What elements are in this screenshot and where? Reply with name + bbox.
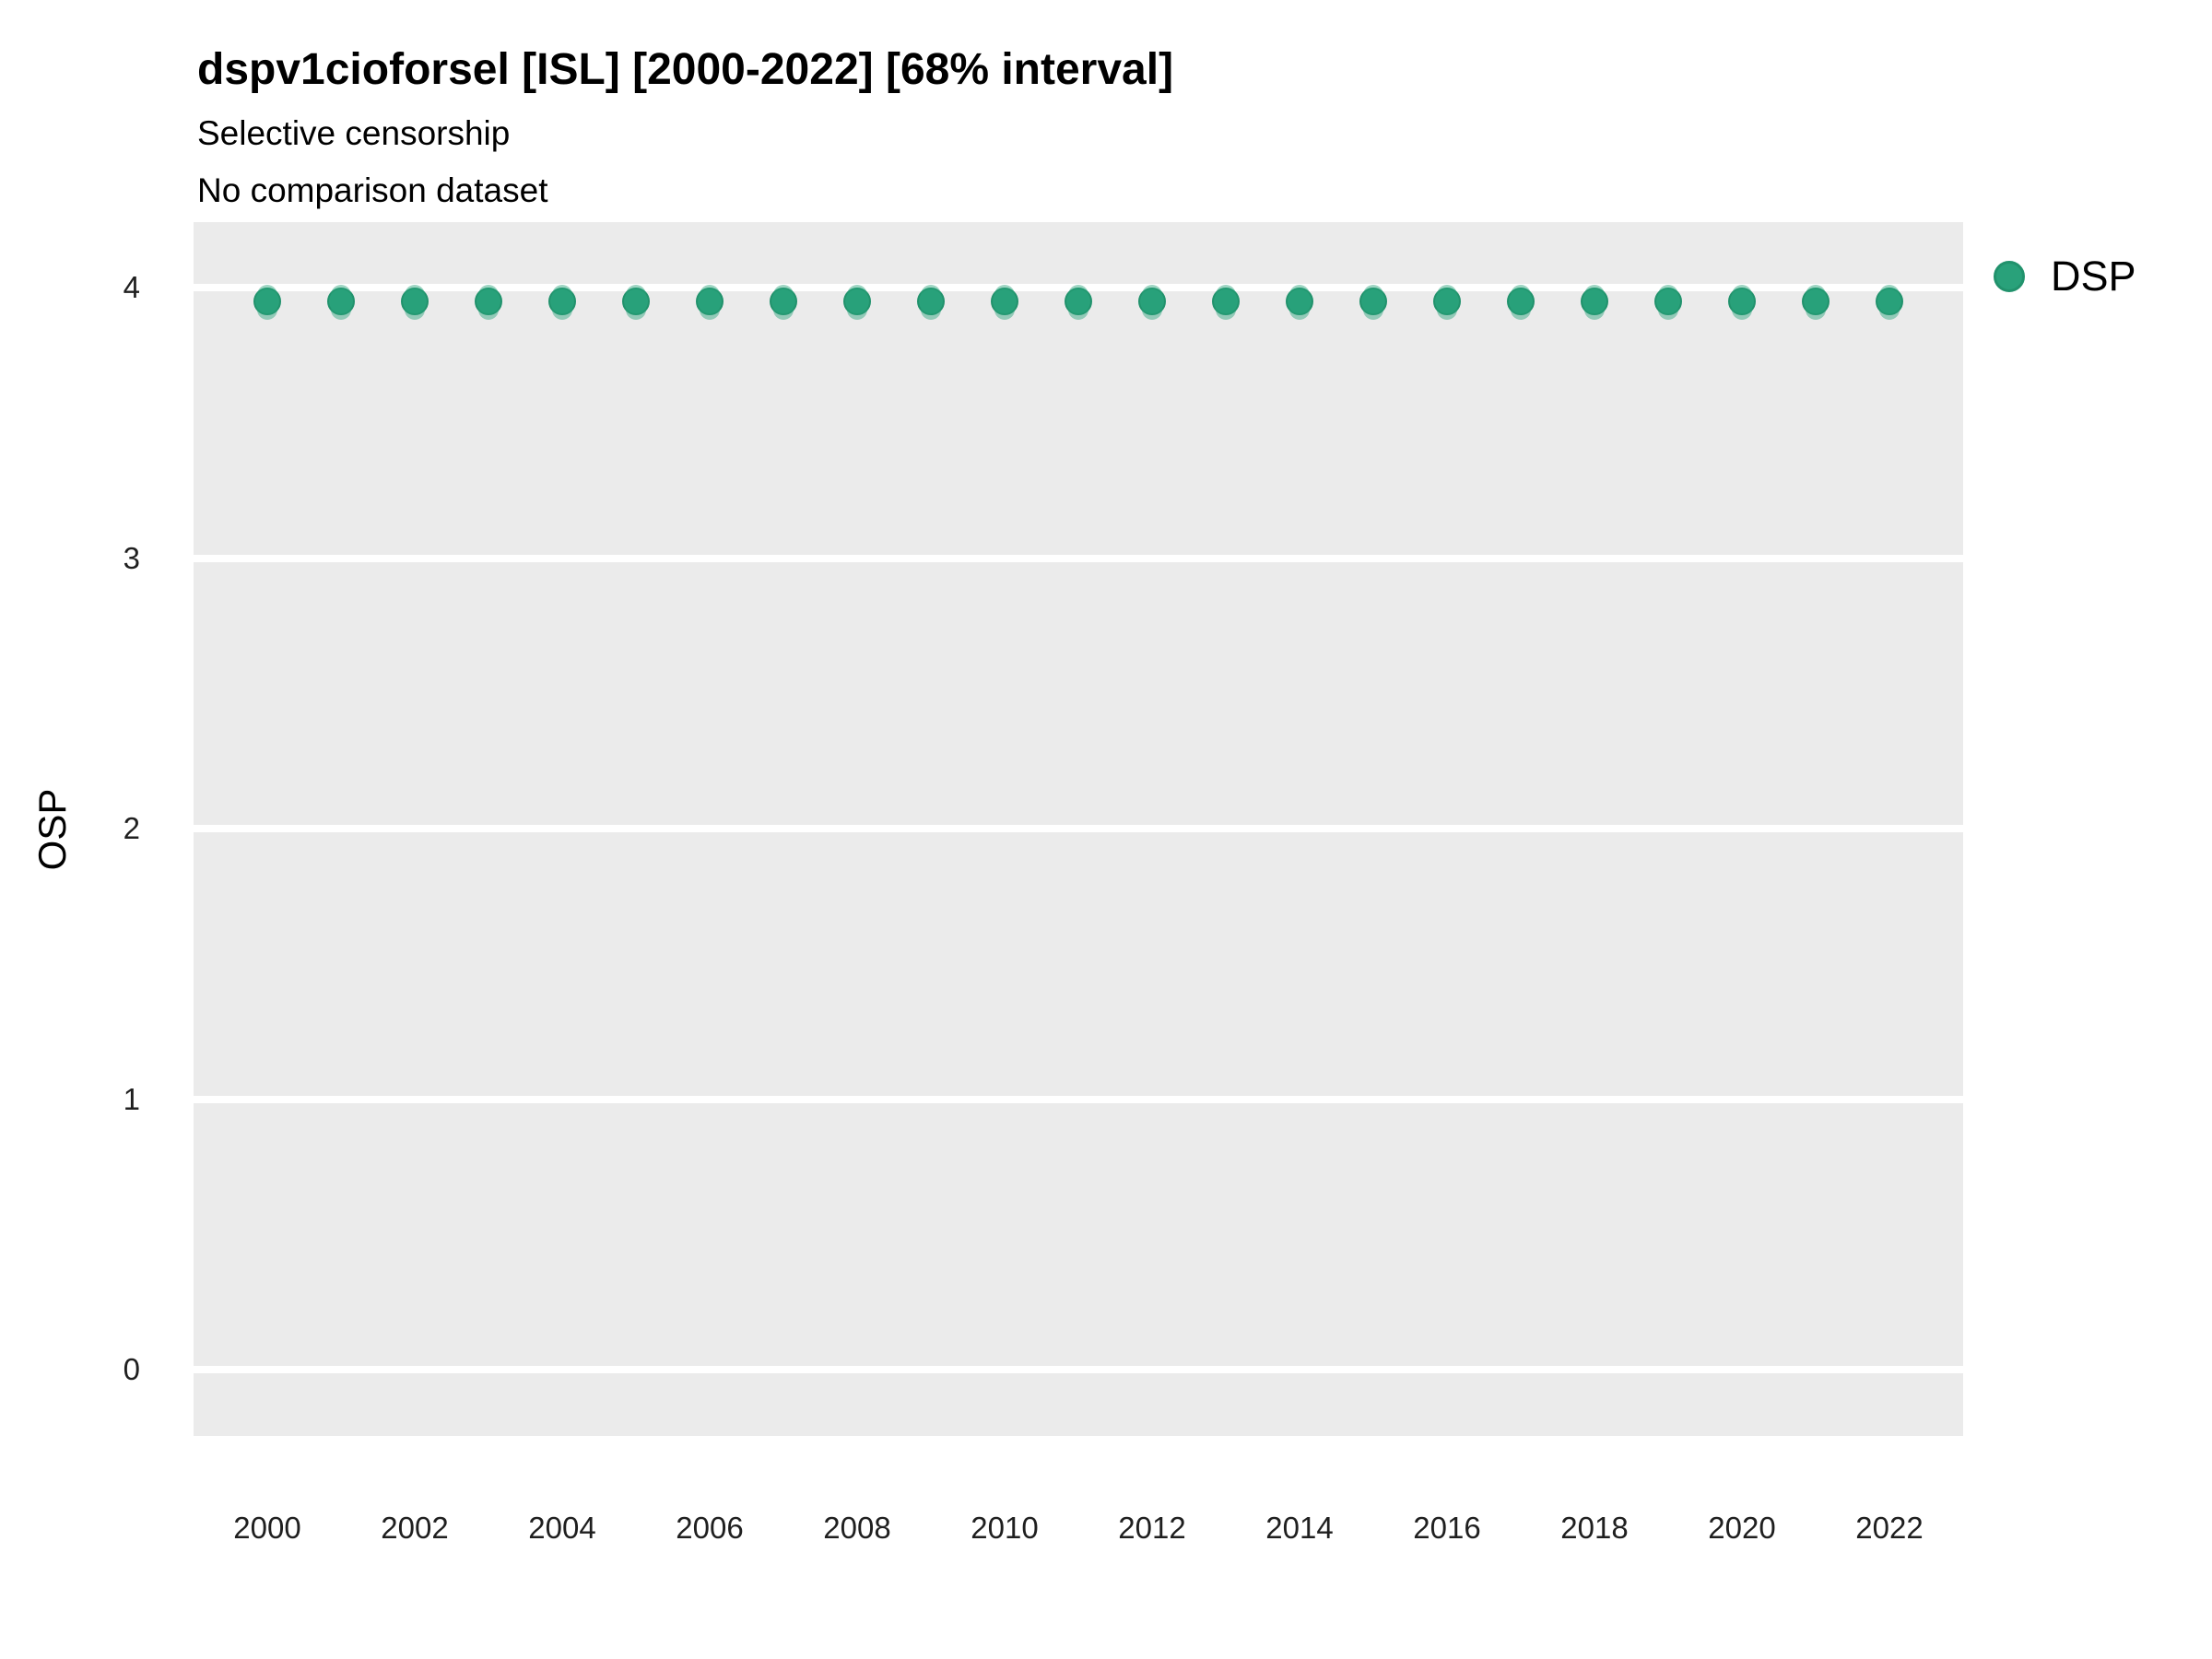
dsp-interval-68 bbox=[1806, 285, 1826, 321]
x-tick-label: 2020 bbox=[1708, 1511, 1776, 1545]
dsp-dot bbox=[548, 287, 576, 315]
dsp-dot bbox=[475, 287, 502, 315]
dsp-interval-68 bbox=[1732, 285, 1752, 321]
dsp-interval-68 bbox=[1068, 285, 1088, 321]
dsp-interval-68 bbox=[847, 285, 867, 321]
x-tick-label: 2004 bbox=[528, 1511, 596, 1545]
x-tick-label: 2012 bbox=[1118, 1511, 1186, 1545]
dsp-dot bbox=[1581, 287, 1608, 315]
gridline-y-0 bbox=[194, 1366, 1963, 1374]
dsp-dot bbox=[1433, 287, 1461, 315]
dsp-dot bbox=[696, 287, 724, 315]
chart-subtitle-line2: No comparison dataset bbox=[197, 171, 548, 209]
dsp-interval-68 bbox=[700, 285, 720, 321]
chart-subtitle-line1: Selective censorship bbox=[197, 114, 511, 152]
x-tick-label: 2008 bbox=[823, 1511, 891, 1545]
dsp-interval-68 bbox=[331, 285, 351, 321]
dsp-interval-68 bbox=[1363, 285, 1383, 321]
dsp-dot bbox=[1654, 287, 1682, 315]
dsp-interval-68 bbox=[1879, 285, 1900, 321]
dsp-dot bbox=[770, 287, 797, 315]
x-tick-label: 2022 bbox=[1855, 1511, 1924, 1545]
gridline-y-1 bbox=[194, 1095, 1963, 1103]
dsp-dot bbox=[253, 287, 281, 315]
dsp-interval-68 bbox=[1289, 285, 1310, 321]
chart-title: dspv1cioforsel [ISL] [2000-2022] [68% in… bbox=[197, 45, 1174, 94]
legend: DSP bbox=[1994, 253, 2136, 300]
dsp-interval-68 bbox=[478, 285, 499, 321]
y-tick-label: 3 bbox=[123, 540, 140, 575]
dsp-dot bbox=[1065, 287, 1092, 315]
dsp-interval-68 bbox=[1511, 285, 1531, 321]
dsp-dot bbox=[1728, 287, 1756, 315]
dsp-interval-68 bbox=[994, 285, 1015, 321]
plot-panel bbox=[194, 222, 1963, 1436]
dsp-interval-68 bbox=[773, 285, 794, 321]
gridline-y-2 bbox=[194, 825, 1963, 833]
dsp-interval-68 bbox=[921, 285, 941, 321]
x-tick-label: 2014 bbox=[1265, 1511, 1334, 1545]
dsp-dot bbox=[1286, 287, 1313, 315]
dsp-dot bbox=[1876, 287, 1903, 315]
x-tick-label: 2010 bbox=[971, 1511, 1039, 1545]
dsp-dot bbox=[1507, 287, 1535, 315]
dsp-interval-68 bbox=[1584, 285, 1605, 321]
dsp-dot bbox=[1138, 287, 1166, 315]
dsp-dot bbox=[991, 287, 1018, 315]
dsp-dot bbox=[327, 287, 355, 315]
x-tick-label: 2018 bbox=[1560, 1511, 1629, 1545]
dsp-interval-68 bbox=[1437, 285, 1457, 321]
y-tick-label: 4 bbox=[123, 270, 140, 305]
dsp-interval-68 bbox=[405, 285, 425, 321]
x-tick-label: 2006 bbox=[676, 1511, 744, 1545]
dsp-dot bbox=[622, 287, 650, 315]
x-tick-label: 2000 bbox=[233, 1511, 301, 1545]
x-tick-label: 2016 bbox=[1413, 1511, 1481, 1545]
dsp-dot bbox=[1359, 287, 1387, 315]
dsp-dot bbox=[401, 287, 429, 315]
dsp-dot bbox=[1212, 287, 1240, 315]
dsp-interval-68 bbox=[1216, 285, 1236, 321]
dsp-interval-68 bbox=[1658, 285, 1678, 321]
dsp-interval-68 bbox=[552, 285, 572, 321]
dsp-interval-68 bbox=[257, 285, 277, 321]
legend-label: DSP bbox=[2051, 253, 2136, 300]
y-tick-label: 0 bbox=[123, 1352, 140, 1387]
dsp-dot bbox=[1802, 287, 1830, 315]
y-tick-label: 2 bbox=[123, 811, 140, 846]
legend-marker-dot bbox=[1994, 261, 2025, 292]
dsp-interval-68 bbox=[1142, 285, 1162, 321]
x-tick-label: 2002 bbox=[381, 1511, 449, 1545]
gridline-y-3 bbox=[194, 554, 1963, 562]
dsp-dot bbox=[917, 287, 945, 315]
dsp-interval-68 bbox=[626, 285, 646, 321]
dsp-dot bbox=[843, 287, 871, 315]
y-tick-label: 1 bbox=[123, 1081, 140, 1116]
